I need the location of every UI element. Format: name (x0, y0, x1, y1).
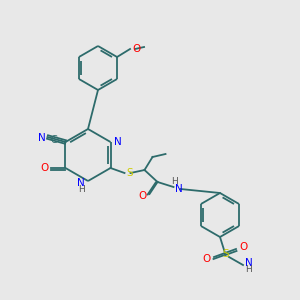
Text: O: O (132, 44, 140, 54)
Text: N: N (175, 184, 182, 194)
Text: H: H (245, 266, 252, 274)
Text: H: H (78, 185, 85, 194)
Text: N: N (113, 137, 121, 147)
Text: H: H (171, 178, 178, 187)
Text: S: S (127, 168, 133, 178)
Text: O: O (138, 191, 146, 201)
Text: N: N (38, 133, 46, 143)
Text: N: N (245, 258, 253, 268)
Text: O: O (40, 163, 49, 173)
Text: C: C (50, 135, 57, 145)
Text: N: N (77, 178, 85, 188)
Text: S: S (223, 249, 229, 259)
Text: O: O (239, 242, 247, 252)
Text: O: O (203, 254, 211, 264)
